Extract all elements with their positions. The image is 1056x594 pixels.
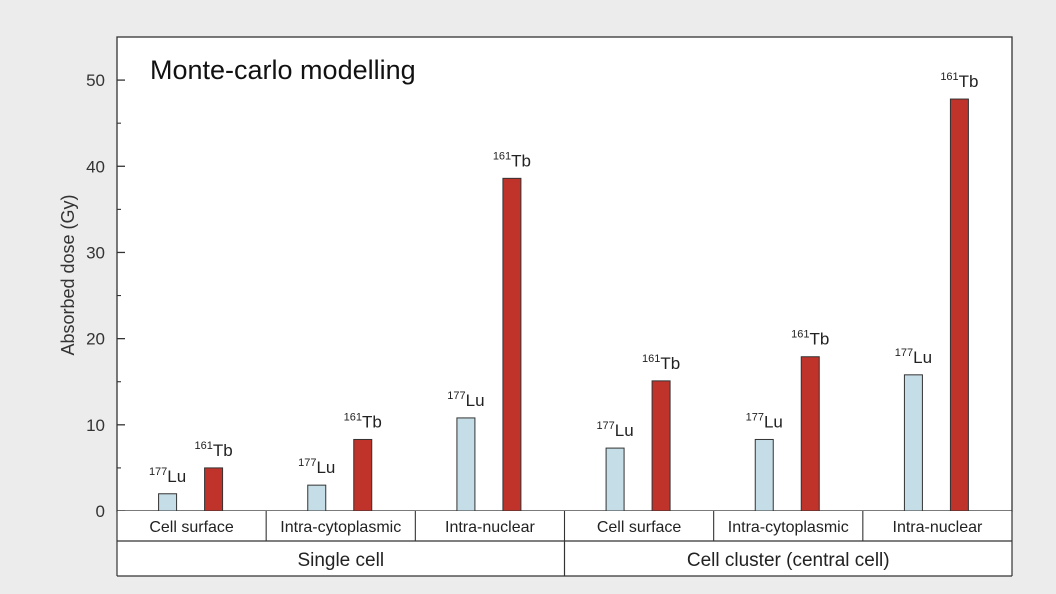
bar-label-lu: 177Lu — [298, 457, 335, 477]
chart-title: Monte-carlo modelling — [150, 55, 416, 85]
bar-label-tb: 161Tb — [791, 329, 829, 349]
category-label: Intra-nuclear — [445, 519, 535, 536]
bar-tb — [949, 98, 969, 512]
bar-label-tb: 161Tb — [344, 411, 382, 431]
y-tick-label: 40 — [86, 157, 105, 176]
category-label: Cell surface — [597, 519, 682, 536]
bar-label-tb: 161Tb — [940, 71, 978, 91]
group-label: Cell cluster (central cell) — [687, 550, 890, 571]
bar-lu — [605, 447, 625, 512]
bar-label-lu: 177Lu — [596, 420, 633, 440]
y-tick-label: 50 — [86, 71, 105, 90]
plot-frame — [116, 36, 1013, 512]
bar-label-lu: 177Lu — [746, 411, 783, 431]
bar-label-tb: 161Tb — [194, 440, 232, 460]
bar-lu — [754, 438, 774, 512]
category-table: Cell surface Intra-cytoplasmic Intra-nucle… — [116, 511, 1013, 577]
y-axis-title: Absorbed dose (Gy) — [58, 194, 78, 355]
bar-tb — [800, 356, 820, 512]
plot-area — [116, 36, 1013, 512]
bar-label-lu: 177Lu — [447, 390, 484, 410]
bar-lu — [307, 484, 327, 512]
bar-label-tb: 161Tb — [642, 353, 680, 373]
y-tick-label: 0 — [96, 502, 105, 521]
bar-lu — [903, 374, 923, 512]
y-tick-label: 20 — [86, 330, 105, 349]
y-axis: 0 10 20 30 40 50 — [86, 71, 125, 521]
category-label: Intra-cytoplasmic — [728, 519, 849, 536]
bar-tb — [651, 380, 671, 512]
category-label: Intra-nuclear — [893, 519, 983, 536]
group-label: Single cell — [297, 550, 384, 571]
category-label: Intra-cytoplasmic — [280, 519, 401, 536]
bar-tb — [353, 438, 373, 512]
bar-label-lu: 177Lu — [895, 347, 932, 367]
bar-tb — [204, 467, 224, 512]
bar-tb — [502, 177, 522, 512]
category-label: Cell surface — [149, 519, 234, 536]
bar-lu — [456, 417, 476, 512]
bar-labels: 177Lu 177Lu 177Lu 177Lu 177Lu 177Lu 161Tb 161Tb… — [149, 71, 979, 486]
bar-label-tb: 161Tb — [493, 150, 531, 170]
bar-label-lu: 177Lu — [149, 466, 186, 486]
y-tick-label: 10 — [86, 416, 105, 435]
bar-lu — [158, 493, 178, 512]
y-tick-label: 30 — [86, 243, 105, 262]
bars — [158, 98, 969, 512]
